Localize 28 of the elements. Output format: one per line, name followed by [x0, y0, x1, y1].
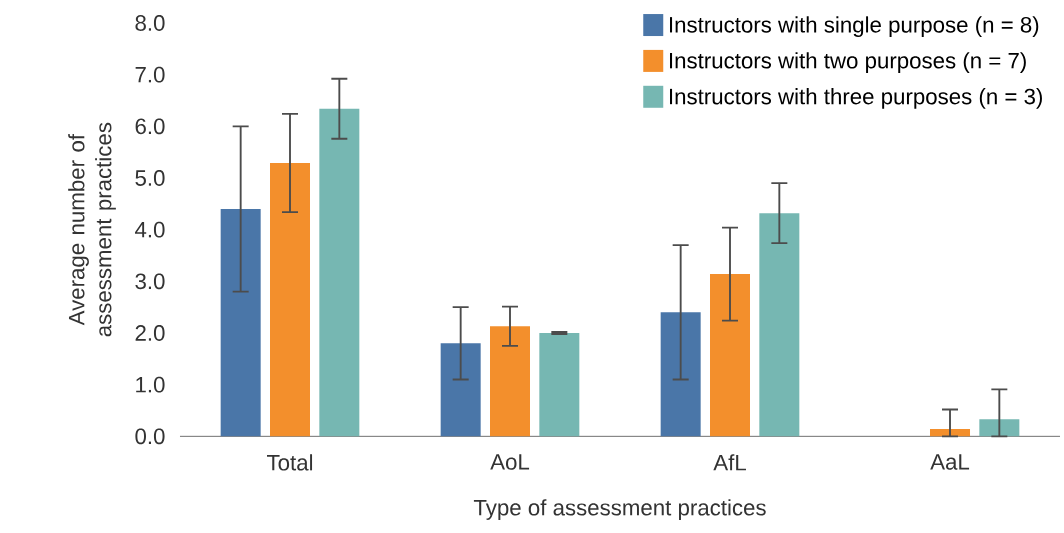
- y-tick-label: 4.0: [135, 221, 165, 238]
- y-tick-label: 7.0: [135, 66, 165, 83]
- legend-label: Instructors with two purposes (n = 7): [669, 52, 1026, 73]
- bar: [490, 326, 530, 437]
- x-tick-label: AfL: [713, 454, 746, 471]
- y-axis-title: Average number of assessment practices: [68, 122, 116, 337]
- x-tick-label: AoL: [490, 454, 530, 470]
- bar: [539, 332, 580, 437]
- bar: [440, 343, 481, 437]
- y-tick-label: 1.0: [136, 376, 165, 393]
- bar: [319, 108, 360, 437]
- bar: [660, 312, 701, 437]
- y-tick-label: 5.0: [135, 169, 165, 186]
- legend-label: Instructors with single purpose (n = 8): [669, 16, 1039, 37]
- y-tick-label: 3.0: [135, 273, 165, 290]
- x-axis-title: Type of assessment practices: [473, 499, 766, 520]
- legend-label: Instructors with three purposes (n = 3): [669, 87, 1042, 109]
- y-tick-label: 6.0: [135, 118, 165, 135]
- y-tick-label: 0.0: [135, 428, 165, 445]
- y-tick-label: 8.0: [135, 14, 165, 31]
- bar: [220, 208, 261, 437]
- x-tick-label: Total: [267, 454, 313, 471]
- y-tick-label: 2.0: [135, 324, 165, 341]
- bar: [710, 273, 750, 437]
- bar: [759, 212, 800, 437]
- x-tick-label: AaL: [930, 454, 970, 470]
- bar: [979, 419, 1020, 437]
- bar: [270, 162, 310, 437]
